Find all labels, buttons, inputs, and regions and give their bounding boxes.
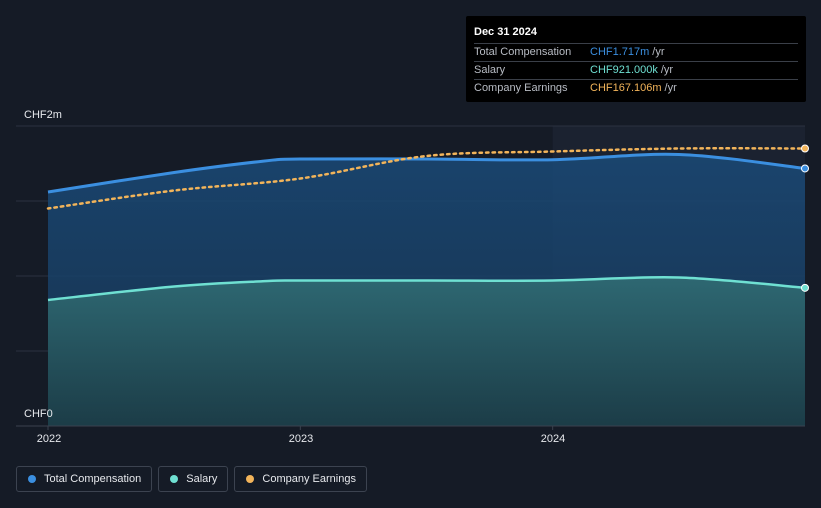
tooltip-unit: /yr <box>660 64 674 76</box>
chart-legend: Total Compensation Salary Company Earnin… <box>16 466 367 492</box>
legend-dot-icon <box>246 475 255 483</box>
total-compensation-line <box>47 152 806 194</box>
salary-line <box>47 276 806 302</box>
legend-label: Total Compensation <box>44 473 142 485</box>
company-earnings-end-marker <box>801 144 809 153</box>
salary-end-marker <box>801 283 809 292</box>
company-earnings-line <box>46 147 807 210</box>
salary-area <box>48 277 805 426</box>
tooltip-unit: /yr <box>652 46 665 58</box>
tooltip-value: CHF921.000k <box>590 64 658 76</box>
legend-label: Company Earnings <box>262 473 356 485</box>
legend-dot-icon <box>170 475 179 483</box>
y-tick-label-top: CHF2m <box>24 109 62 121</box>
tooltip-row-company-earnings: Company Earnings CHF167.106m /yr <box>474 80 798 97</box>
x-tick-label-2022: 2022 <box>36 433 62 445</box>
tooltip-label: Company Earnings <box>474 82 568 94</box>
hover-tooltip: Dec 31 2024 Total Compensation CHF1.717m… <box>466 16 806 102</box>
total-compensation-end-marker <box>801 164 809 173</box>
y-tick-label-bottom: CHF0 <box>24 408 53 420</box>
tooltip-value: CHF167.106m <box>590 82 662 94</box>
tooltip-value: CHF1.717m <box>590 46 650 58</box>
legend-item-total-compensation[interactable]: Total Compensation <box>16 466 153 492</box>
tooltip-row-total-compensation: Total Compensation CHF1.717m /yr <box>474 44 798 62</box>
tooltip-row-salary: Salary CHF921.000k /yr <box>474 62 798 80</box>
tooltip-unit: /yr <box>664 82 677 94</box>
tooltip-label: Salary <box>474 64 506 76</box>
tooltip-date: Dec 31 2024 <box>474 24 798 44</box>
legend-dot-icon <box>28 475 36 483</box>
legend-label: Salary <box>186 473 218 485</box>
legend-item-company-earnings[interactable]: Company Earnings <box>234 466 367 492</box>
x-tick-label-2024: 2024 <box>540 433 566 445</box>
x-tick-label-2023: 2023 <box>288 433 314 445</box>
tooltip-label: Total Compensation <box>474 46 572 58</box>
legend-item-salary[interactable]: Salary <box>158 466 229 492</box>
